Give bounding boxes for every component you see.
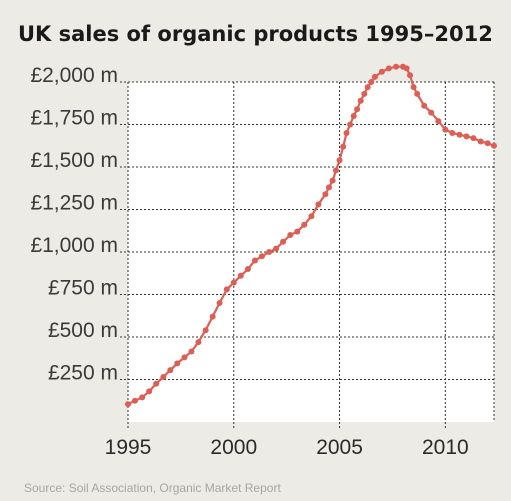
- data-point: [329, 177, 336, 184]
- data-point: [435, 118, 442, 125]
- data-point: [294, 228, 301, 235]
- data-point: [251, 257, 258, 264]
- data-point: [181, 354, 188, 361]
- data-point: [322, 191, 329, 198]
- data-point: [153, 380, 160, 387]
- data-point: [188, 348, 195, 355]
- y-tick-label: £750 m: [48, 277, 118, 300]
- data-point: [350, 113, 357, 119]
- data-point: [368, 79, 375, 85]
- data-point: [343, 130, 350, 136]
- data-point: [258, 253, 265, 260]
- data-point: [280, 238, 287, 245]
- data-point: [131, 397, 138, 404]
- y-axis-labels: £250 m £500 m £750 m £1,000 m £1,250 m £1,500…: [30, 64, 118, 385]
- data-point: [287, 232, 294, 238]
- data-point: [403, 65, 410, 72]
- series-layer: [125, 63, 497, 408]
- data-point: [244, 266, 251, 272]
- data-point: [202, 327, 209, 334]
- data-point: [347, 121, 354, 128]
- x-tick-label: 2000: [210, 436, 257, 459]
- data-point: [146, 388, 153, 395]
- data-point: [491, 142, 497, 149]
- data-point: [414, 90, 421, 97]
- data-point: [301, 221, 308, 228]
- data-point: [266, 249, 273, 255]
- data-point: [456, 131, 463, 138]
- data-point: [421, 102, 428, 109]
- y-tick-label: £1,250 m: [30, 192, 118, 215]
- data-point: [315, 201, 322, 208]
- data-point: [160, 373, 167, 380]
- y-tick-label: £2,000 m: [30, 64, 118, 87]
- data-point: [393, 63, 400, 70]
- x-tick-label: 2010: [422, 436, 469, 459]
- data-point: [385, 65, 392, 72]
- data-point: [209, 313, 216, 320]
- data-point: [139, 394, 146, 401]
- data-point: [449, 130, 456, 136]
- data-point: [470, 135, 477, 142]
- data-point: [216, 300, 223, 306]
- data-point: [378, 68, 385, 75]
- data-point: [477, 138, 484, 145]
- data-point: [273, 245, 280, 252]
- data-point: [332, 167, 339, 174]
- data-point: [237, 272, 244, 279]
- chart-title: UK sales of organic products 1995–2012: [18, 22, 493, 46]
- y-tick-label: £1,500 m: [30, 149, 118, 172]
- data-point: [174, 360, 181, 367]
- x-tick-label: 2005: [316, 436, 363, 459]
- y-tick-label: £1,750 m: [30, 107, 118, 130]
- data-point: [463, 133, 470, 140]
- y-tick-label: £1,000 m: [30, 234, 118, 257]
- data-point: [230, 279, 237, 286]
- plot-area: [128, 82, 494, 422]
- data-point: [357, 97, 364, 104]
- data-point: [428, 109, 435, 116]
- y-tick-label: £500 m: [48, 319, 118, 342]
- data-point: [195, 339, 202, 346]
- x-tick-label: 1995: [105, 436, 152, 459]
- data-point: [361, 90, 368, 97]
- data-point: [223, 286, 230, 293]
- data-point: [125, 401, 131, 408]
- source-note: Source: Soil Association, Organic Market…: [24, 481, 281, 495]
- data-point: [484, 140, 491, 147]
- data-point: [371, 73, 378, 80]
- data-point: [407, 72, 414, 79]
- data-point: [340, 143, 347, 150]
- data-point: [308, 213, 315, 220]
- data-point: [354, 106, 361, 113]
- data-point: [410, 84, 417, 91]
- data-point: [325, 184, 332, 191]
- data-point: [336, 157, 343, 164]
- data-point: [167, 367, 174, 374]
- y-tick-label: £250 m: [48, 362, 118, 385]
- data-point: [364, 84, 371, 91]
- grid: [120, 81, 495, 430]
- x-axis-labels: 1995 2000 2005 2010: [105, 436, 469, 459]
- data-point: [442, 126, 449, 133]
